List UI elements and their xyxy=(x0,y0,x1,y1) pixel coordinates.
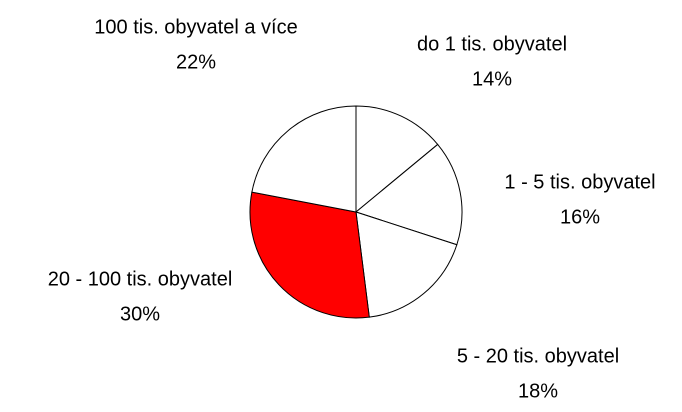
pie-slice xyxy=(354,143,463,246)
slice-value-label: 16% xyxy=(560,206,600,228)
slice-value-label: 14% xyxy=(472,68,512,90)
slice-value-label: 30% xyxy=(120,303,160,325)
pie-slice xyxy=(249,191,370,319)
slice-label: 100 tis. obyvatel a více xyxy=(94,16,297,38)
pie-slice xyxy=(355,105,439,214)
slice-value-label: 18% xyxy=(518,380,558,402)
slice-value-label: 22% xyxy=(176,51,216,73)
pie-slice xyxy=(251,105,357,213)
pie-slice xyxy=(355,211,458,318)
slice-label: 1 - 5 tis. obyvatel xyxy=(504,171,655,193)
slice-label: 20 - 100 tis. obyvatel xyxy=(48,268,233,290)
slice-label: do 1 tis. obyvatel xyxy=(417,33,567,55)
slice-label: 5 - 20 tis. obyvatel xyxy=(457,345,619,367)
